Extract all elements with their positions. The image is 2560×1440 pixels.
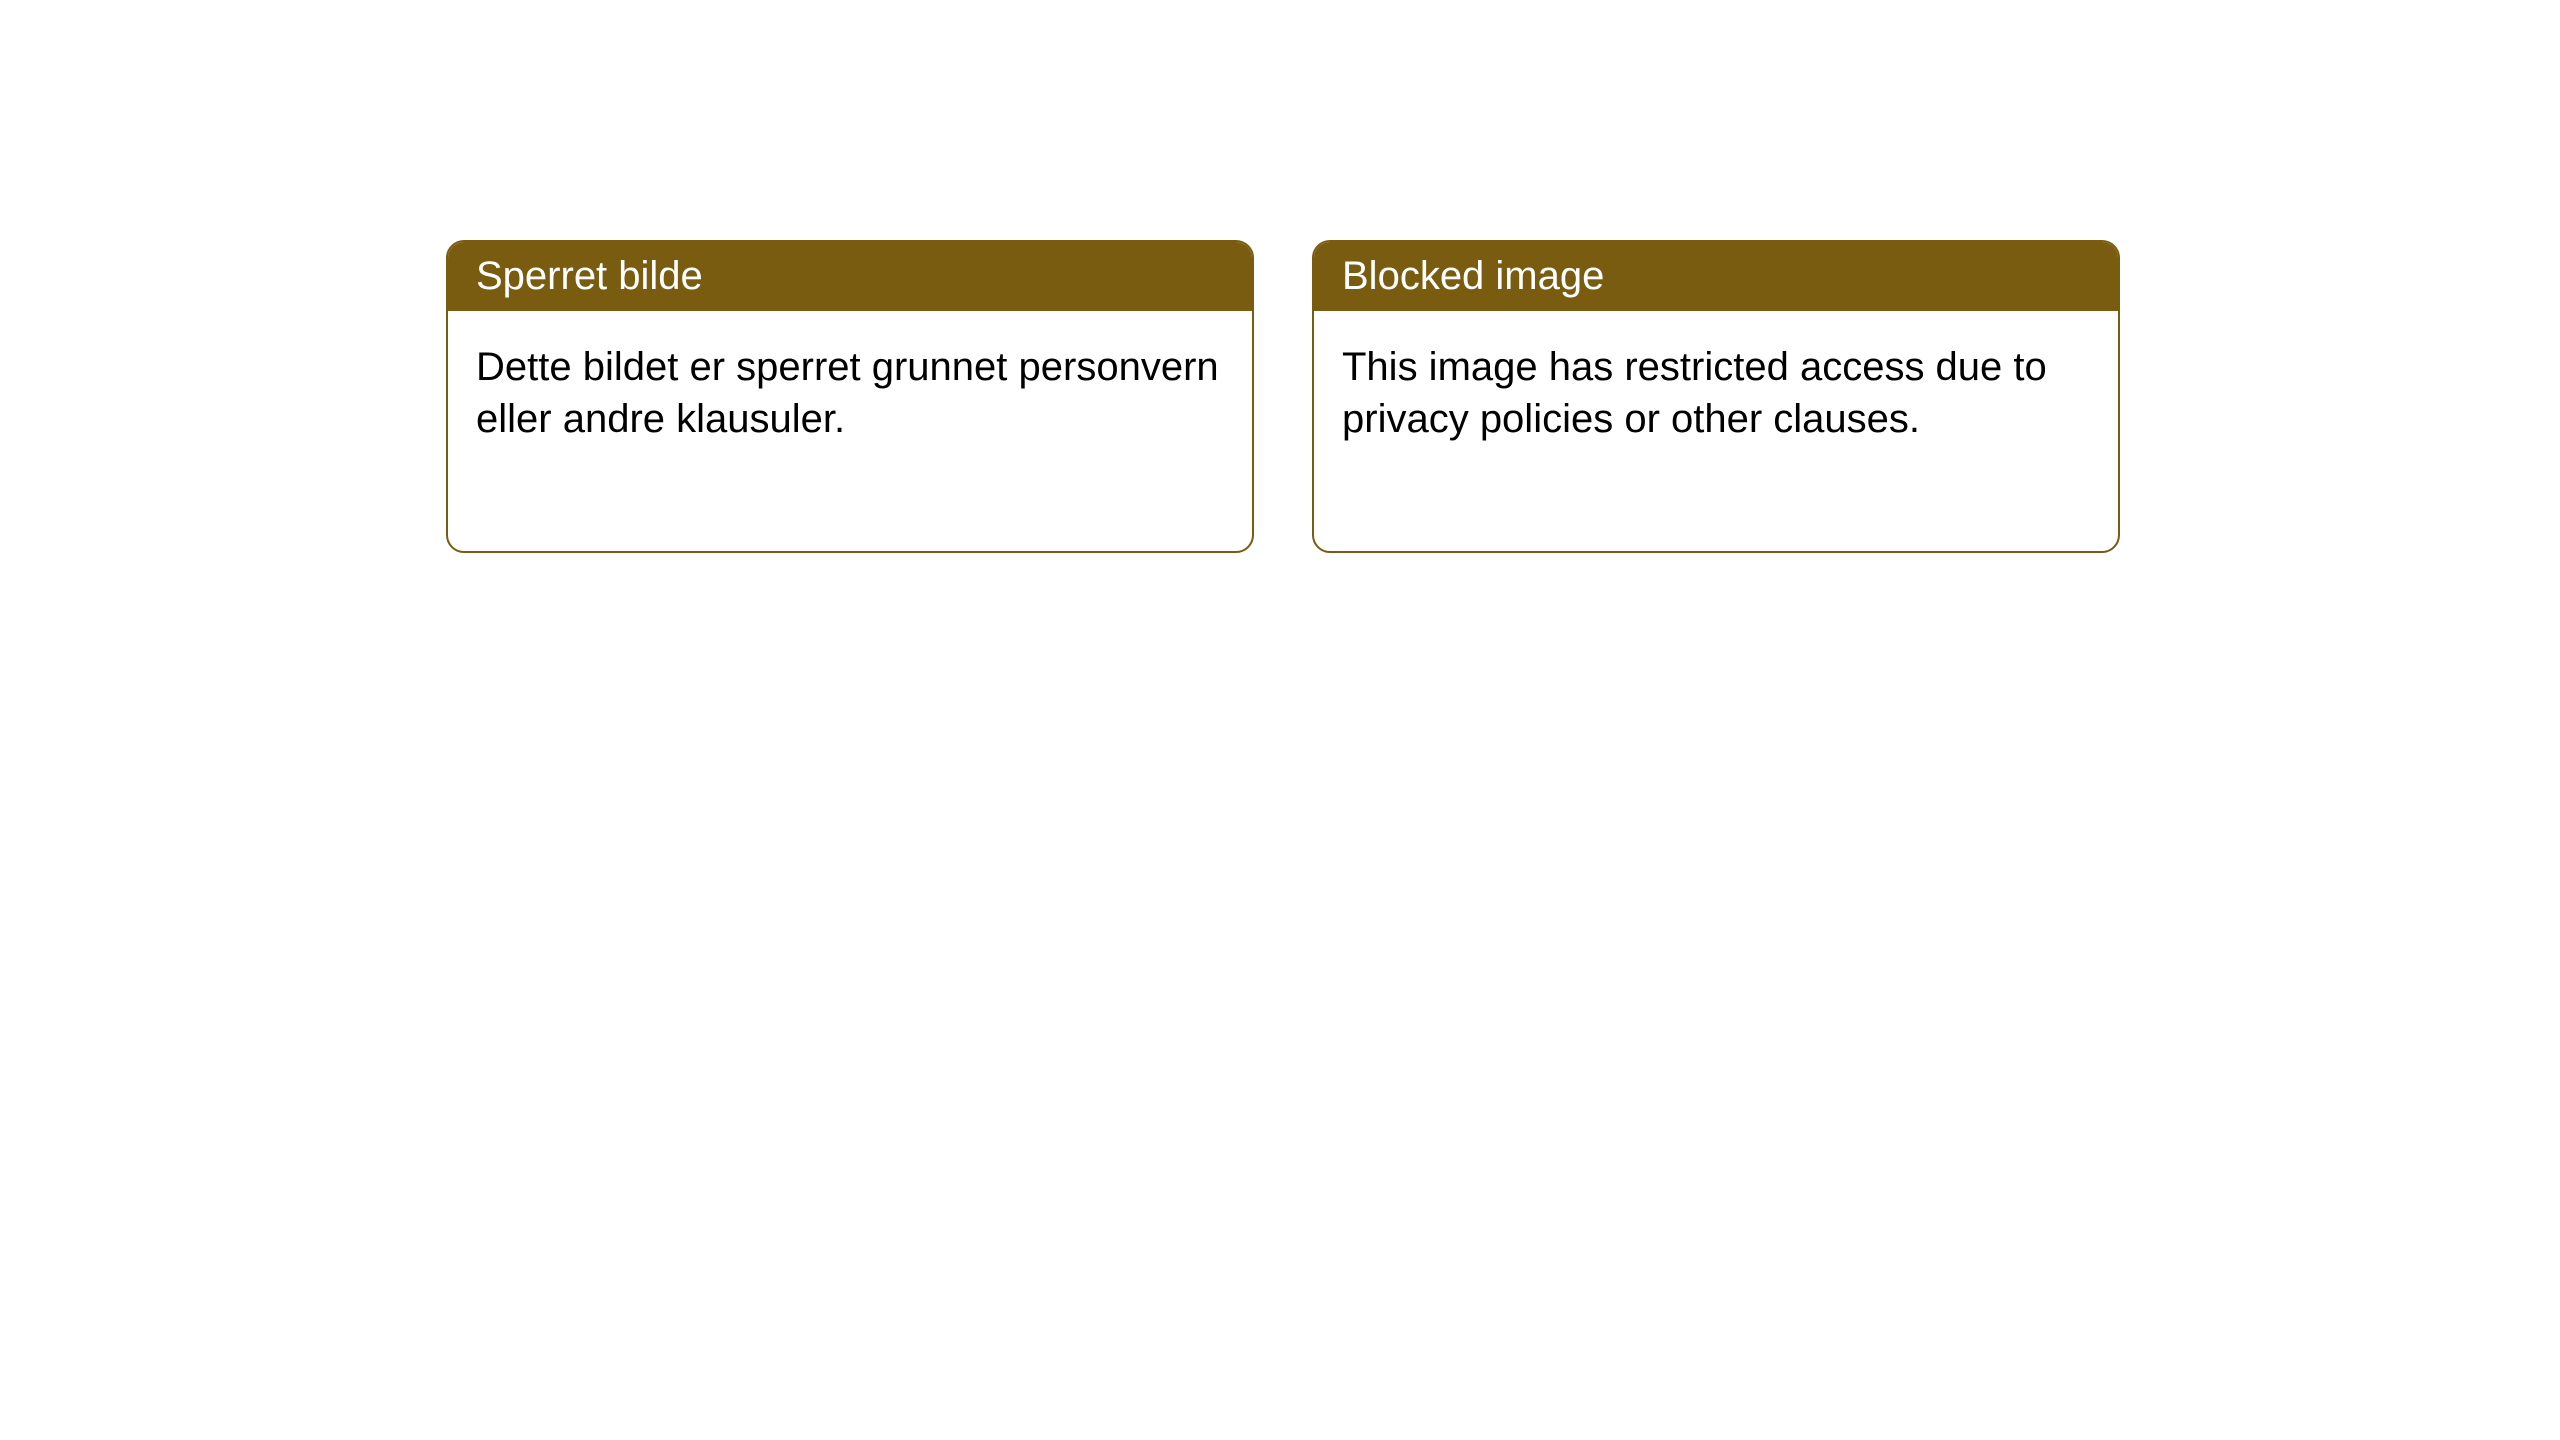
notice-title: Sperret bilde [448, 242, 1252, 311]
notice-title: Blocked image [1314, 242, 2118, 311]
notice-body: Dette bildet er sperret grunnet personve… [448, 311, 1252, 551]
notice-body: This image has restricted access due to … [1314, 311, 2118, 551]
notice-card-norwegian: Sperret bilde Dette bildet er sperret gr… [446, 240, 1254, 553]
notice-card-english: Blocked image This image has restricted … [1312, 240, 2120, 553]
notice-container: Sperret bilde Dette bildet er sperret gr… [446, 240, 2120, 553]
